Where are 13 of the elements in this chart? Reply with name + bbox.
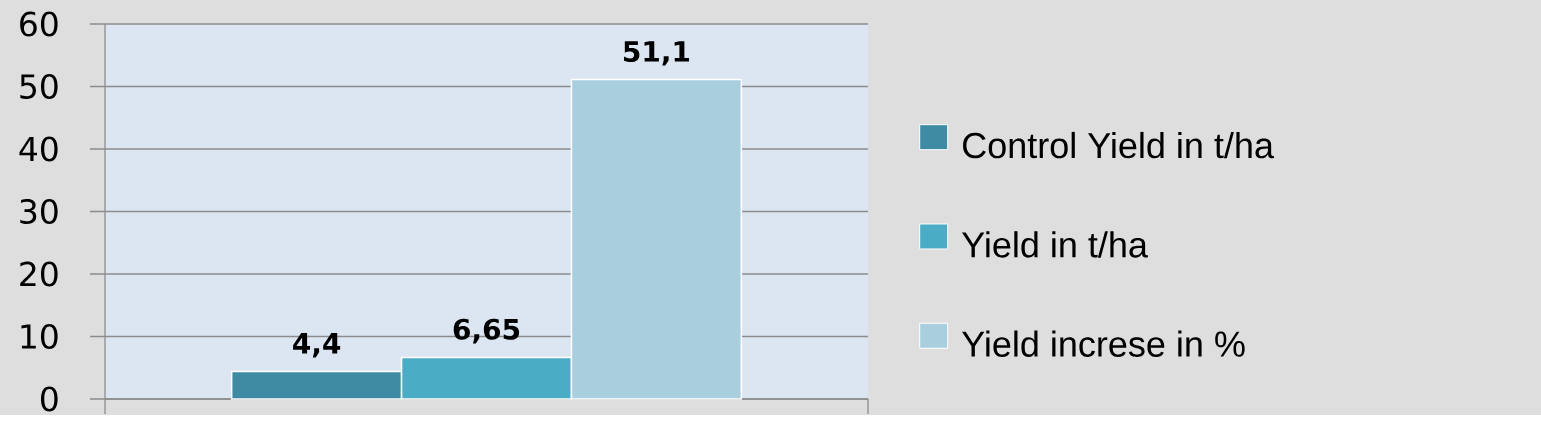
y-tick-label: 0 [41,386,58,412]
legend-label: Yield increse in % [962,330,1245,357]
data-label: 4,4 [293,333,341,358]
y-tick-label: 30 [20,199,58,225]
legend-label: Control Yield in t/ha [963,131,1274,159]
data-label: 51,1 [624,41,690,66]
data-label: 6,65 [453,318,520,344]
y-tick-label: 10 [21,324,58,350]
y-tick-label: 50 [20,74,58,100]
legend-label: Yield in t/ha [962,231,1148,258]
y-tick-label: 40 [19,136,58,162]
y-tick-label: 20 [20,261,58,287]
y-tick-label: 60 [20,11,58,37]
